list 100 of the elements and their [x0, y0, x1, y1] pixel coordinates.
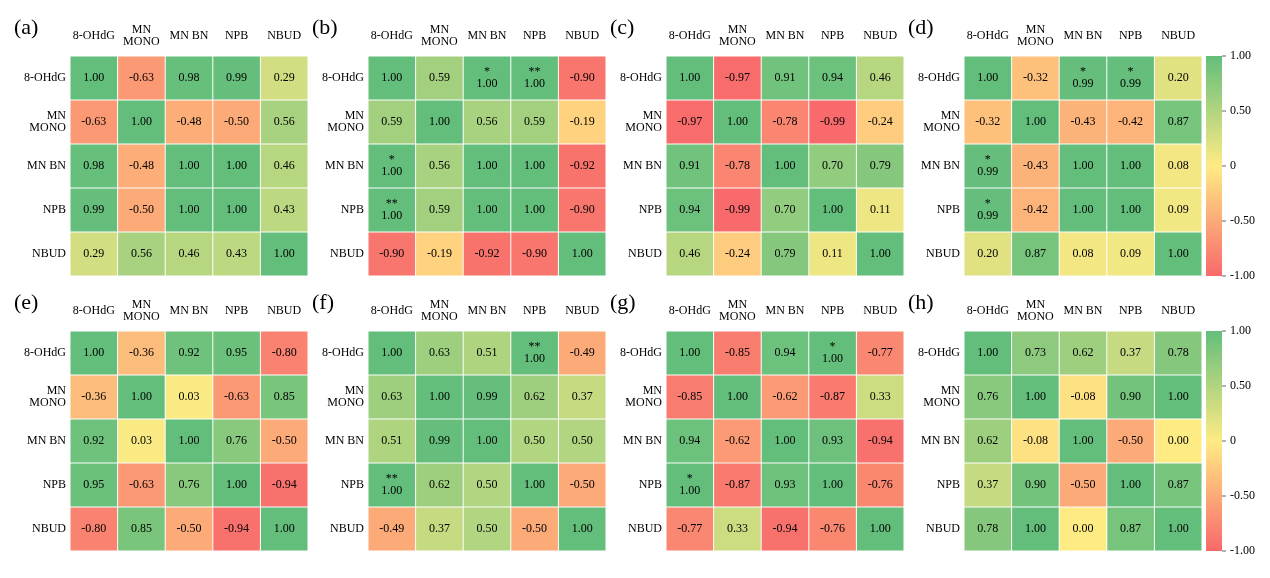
data-label: 0.85	[130, 520, 152, 535]
data-label: -0.42	[1022, 201, 1048, 216]
x-tick-label: NBUD	[863, 27, 898, 42]
data-label: -0.77	[677, 520, 703, 535]
x-tick-label: NBUD	[863, 302, 898, 317]
data-label: -0.49	[379, 520, 405, 535]
data-label: -0.50	[128, 201, 154, 216]
data-label: -0.99	[724, 201, 750, 216]
y-tick-label: 8-OHdG	[24, 69, 67, 84]
x-tick-label: MN BN	[765, 27, 805, 42]
data-label: 1.00	[273, 520, 295, 535]
y-tick-label: 8-OHdG	[918, 69, 961, 84]
y-tick-label: NPB	[638, 476, 662, 491]
color-bar-label: 0	[1230, 157, 1236, 172]
y-tick-label: MN MONO	[923, 382, 961, 409]
data-label: -0.42	[1118, 113, 1144, 128]
data-label: 1.00	[1024, 520, 1046, 535]
y-tick-label: NPB	[638, 201, 662, 216]
data-label: 0.50	[476, 476, 498, 491]
x-tick-label: 8-OHdG	[72, 27, 116, 42]
data-label: 0.56	[130, 245, 152, 260]
data-label: 1.00	[1072, 157, 1094, 172]
x-tick-label: 8-OHdG	[370, 27, 414, 42]
data-label: 1.00	[524, 476, 546, 491]
data-label: -0.76	[820, 520, 846, 535]
data-label: 0.62	[1072, 344, 1094, 359]
data-label: 0.46	[273, 157, 295, 172]
color-bar-label: 1.00	[1230, 47, 1251, 62]
data-label: -0.92	[474, 245, 500, 260]
x-tick-label: NBUD	[267, 302, 302, 317]
data-label: 1.00	[679, 344, 701, 359]
data-label: -0.36	[81, 388, 107, 403]
data-label: -0.24	[867, 113, 893, 128]
y-tick-label: MN MONO	[29, 382, 67, 409]
data-label: -0.78	[772, 113, 798, 128]
color-bar-label: 1.00	[1230, 322, 1251, 337]
y-tick-label: MN MONO	[327, 382, 365, 409]
data-label: 0.73	[1024, 344, 1046, 359]
y-tick-label: MN BN	[26, 157, 67, 172]
data-label: 0.94	[679, 201, 701, 216]
data-label: ** 1.00	[381, 470, 403, 497]
color-bar-label: 0.50	[1230, 102, 1251, 117]
data-label: 1.00	[476, 157, 498, 172]
data-label: -0.48	[176, 113, 202, 128]
data-label: 0.43	[273, 201, 295, 216]
data-label: -0.63	[224, 388, 250, 403]
x-tick-label: MN MONO	[719, 296, 757, 323]
x-tick-label: NBUD	[565, 302, 600, 317]
x-tick-label: NBUD	[267, 27, 302, 42]
chart-title: (a)	[14, 14, 39, 39]
chart-title: (f)	[312, 289, 334, 314]
data-label: 0.43	[226, 245, 248, 260]
data-label: -0.63	[128, 476, 154, 491]
data-label: 1.00	[226, 476, 248, 491]
data-label: 0.37	[571, 388, 593, 403]
y-tick-label: MN BN	[920, 157, 961, 172]
y-tick-label: 8-OHdG	[24, 344, 67, 359]
data-label: 1.00	[774, 432, 796, 447]
data-label: 1.00	[428, 388, 450, 403]
data-label: 0.56	[428, 157, 450, 172]
data-label: 1.00	[1167, 388, 1189, 403]
data-label: 1.00	[1072, 201, 1094, 216]
data-label: -0.48	[128, 157, 154, 172]
data-label: 0.92	[83, 432, 105, 447]
data-label: 0.90	[1120, 388, 1142, 403]
data-label: 0.94	[774, 344, 796, 359]
data-label: 1.00	[178, 201, 200, 216]
y-tick-label: MN BN	[26, 432, 67, 447]
data-label: 0.63	[428, 344, 450, 359]
x-tick-label: NPB	[224, 302, 249, 317]
data-label: * 1.00	[476, 63, 498, 90]
data-label: 0.78	[977, 520, 999, 535]
data-label: -0.99	[820, 113, 846, 128]
data-label: 0.70	[822, 157, 844, 172]
x-tick-label: NPB	[224, 27, 249, 42]
data-label: 0.87	[1167, 476, 1189, 491]
x-tick-label: 8-OHdG	[668, 27, 712, 42]
color-bar-label: -0.50	[1230, 212, 1255, 227]
data-label: 1.00	[83, 69, 105, 84]
y-tick-label: NPB	[42, 201, 66, 216]
y-tick-label: MN MONO	[625, 107, 663, 134]
data-label: 1.00	[130, 113, 152, 128]
y-tick-label: 8-OHdG	[620, 69, 663, 84]
data-label: -0.94	[772, 520, 798, 535]
chart-title: (e)	[14, 289, 39, 314]
data-label: 0.76	[226, 432, 248, 447]
data-label: 0.11	[822, 245, 843, 260]
data-label: 0.91	[679, 157, 701, 172]
data-label: -0.85	[677, 388, 703, 403]
data-label: -0.43	[1070, 113, 1096, 128]
x-tick-label: 8-OHdG	[966, 302, 1010, 317]
data-label: -0.87	[820, 388, 846, 403]
data-label: 0.63	[381, 388, 403, 403]
data-label: -0.32	[1022, 69, 1048, 84]
data-label: 0.46	[178, 245, 200, 260]
x-tick-label: MN MONO	[1017, 296, 1055, 323]
data-label: 0.09	[1120, 245, 1142, 260]
data-label: 0.37	[428, 520, 450, 535]
data-label: -0.94	[271, 476, 297, 491]
data-label: 0.93	[822, 432, 844, 447]
